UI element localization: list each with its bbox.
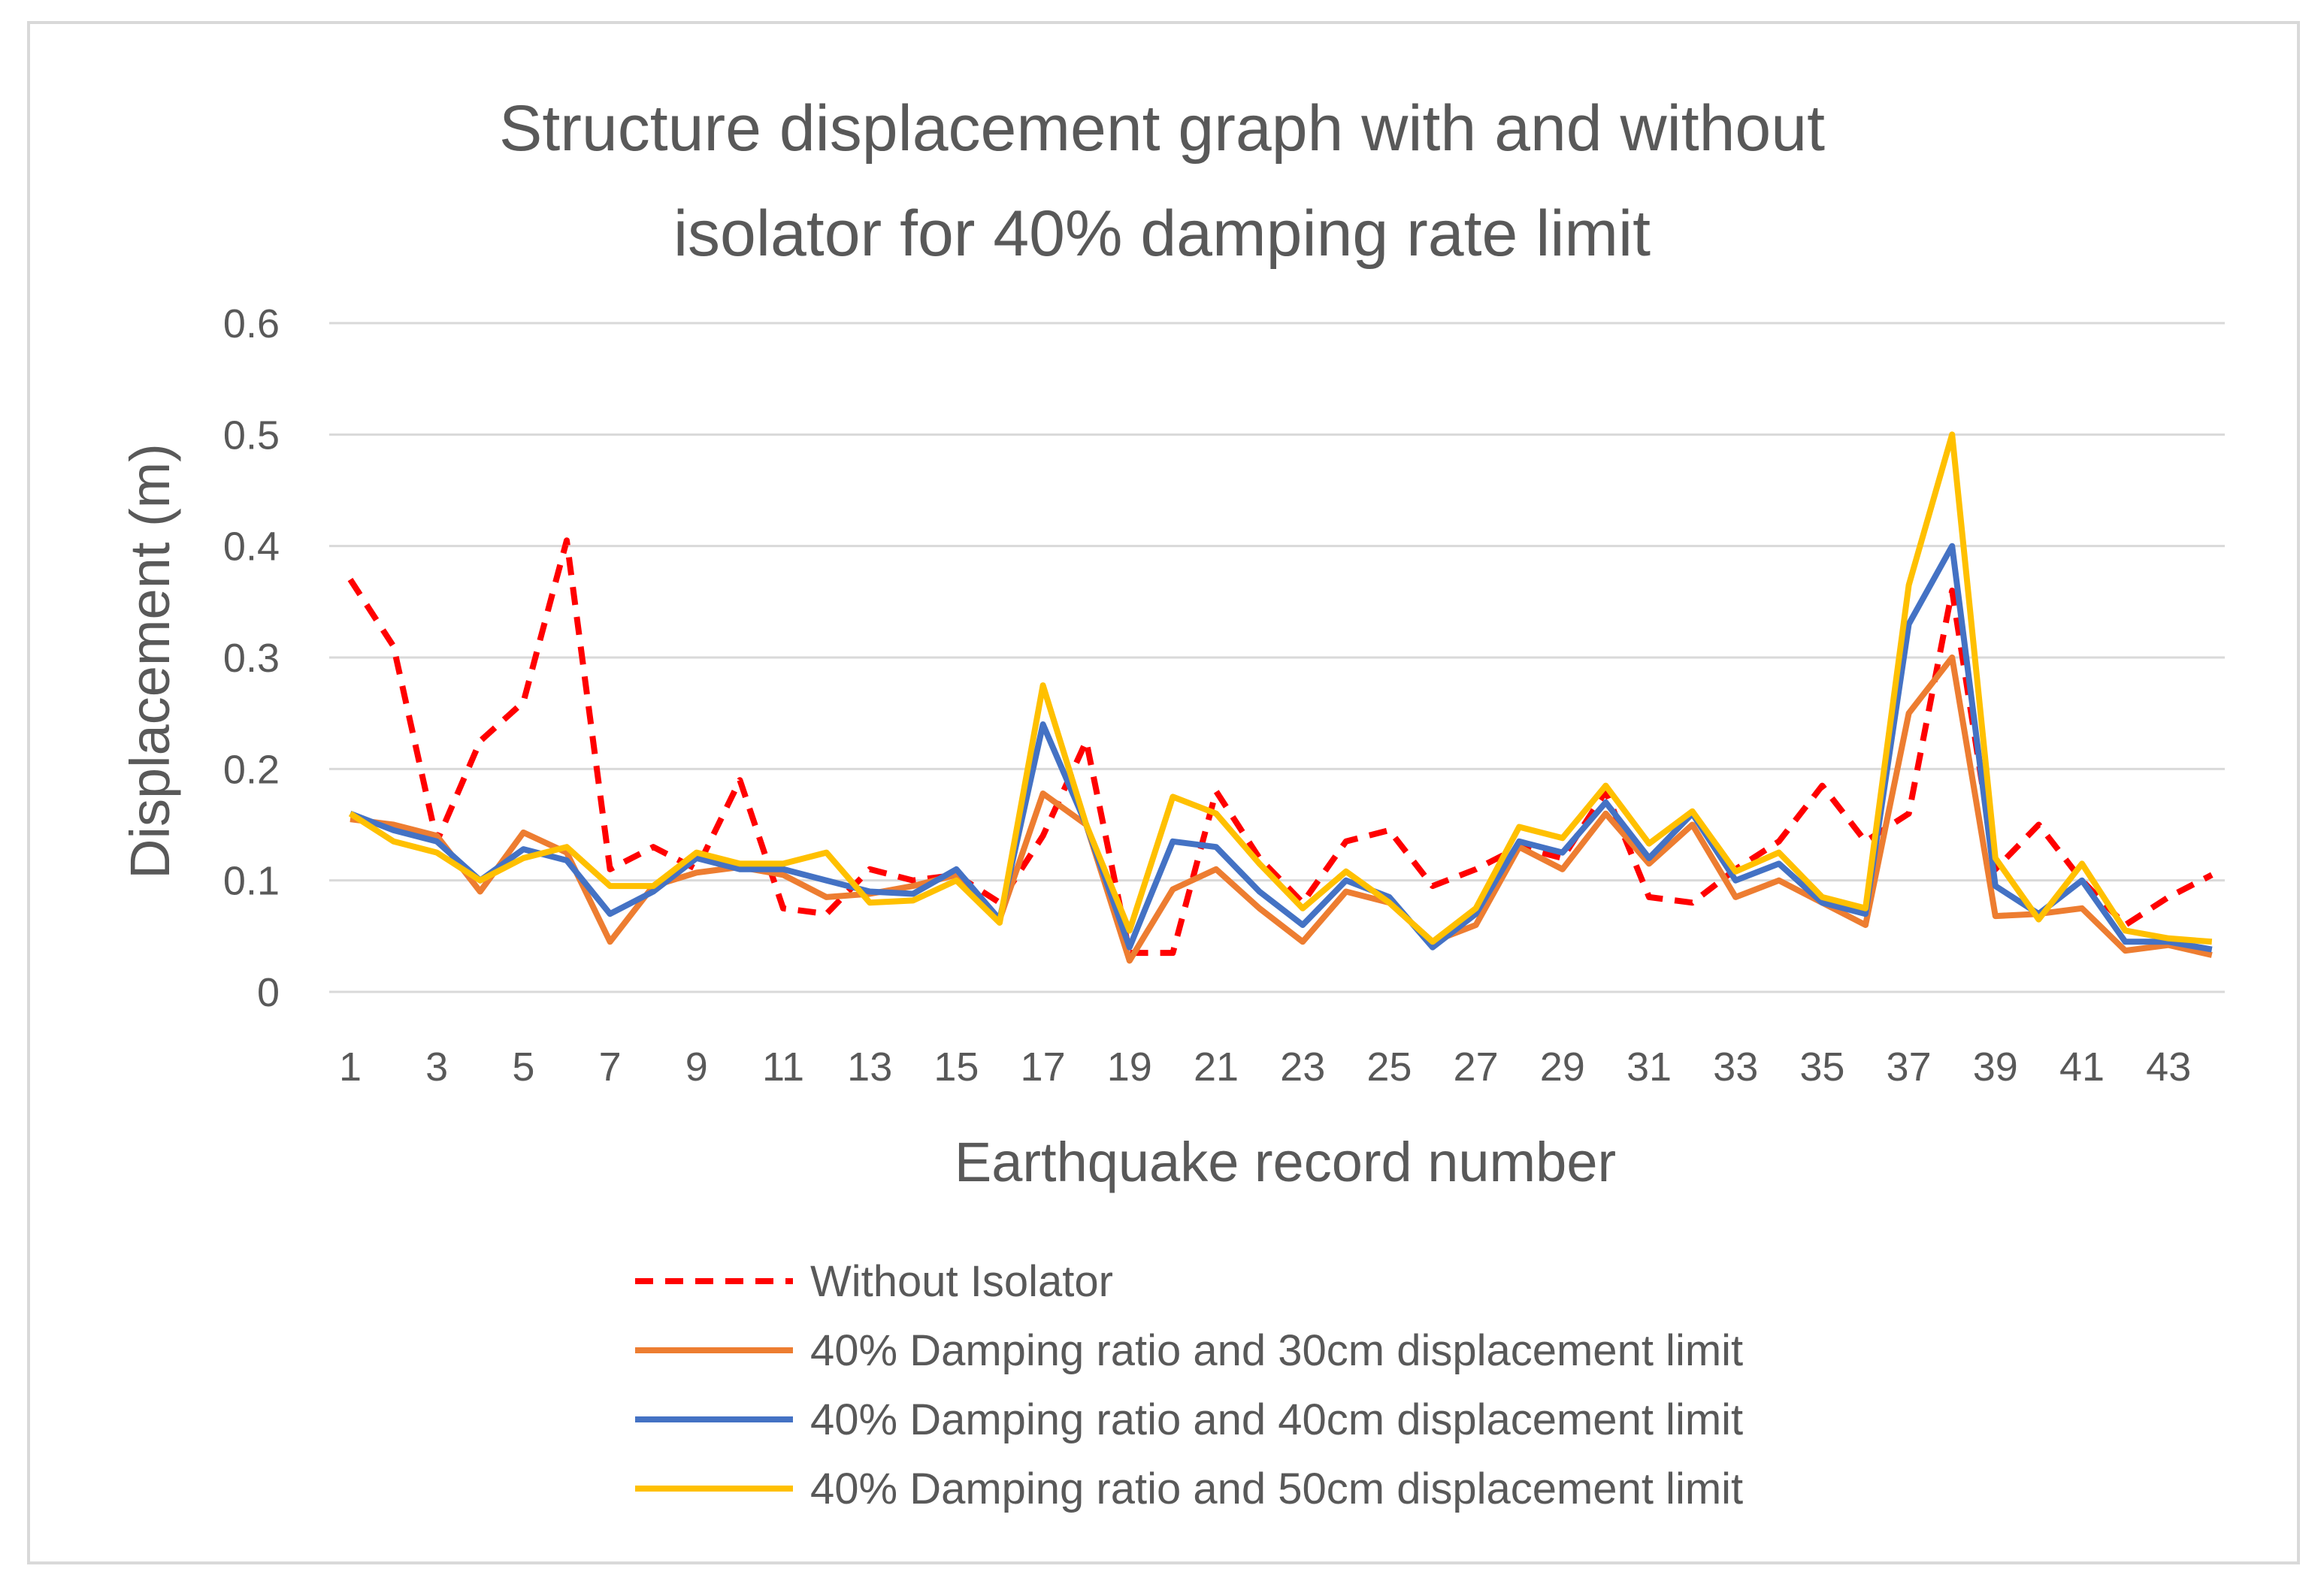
y-tick-label: 0.6 [223, 301, 280, 346]
x-tick-label: 33 [1713, 1044, 1758, 1090]
legend-label-3: 40% Damping ratio and 50cm displacement … [810, 1465, 1743, 1513]
x-tick-label: 23 [1280, 1044, 1325, 1090]
y-tick-label: 0 [257, 970, 280, 1015]
x-tick-label: 13 [847, 1044, 892, 1090]
x-tick-label: 19 [1107, 1044, 1152, 1090]
y-axis-ticks: 0 0.1 0.2 0.3 0.4 0.5 0.6 [223, 301, 280, 1015]
chart-title-line-2: isolator for 40% damping rate limit [673, 198, 1651, 270]
x-axis-label: Earthquake record number [955, 1131, 1616, 1193]
legend-label-1: 40% Damping ratio and 30cm displacement … [810, 1326, 1743, 1375]
x-tick-label: 15 [934, 1044, 979, 1090]
legend-label-0: Without Isolator [810, 1257, 1113, 1306]
chart-title-line-1: Structure displacement graph with and wi… [499, 92, 1825, 165]
x-tick-label: 39 [1973, 1044, 2018, 1090]
series-line-3 [348, 431, 2213, 945]
y-tick-label: 0.3 [223, 636, 280, 681]
x-tick-label: 3 [425, 1044, 448, 1090]
series-line-2 [349, 543, 2213, 953]
x-tick-label: 29 [1540, 1044, 1585, 1090]
x-tick-label: 27 [1454, 1044, 1499, 1090]
x-tick-label: 41 [2059, 1044, 2105, 1090]
gridlines [329, 322, 2225, 993]
y-tick-label: 0.1 [223, 859, 280, 904]
legend: Without Isolator 40% Damping ratio and 30… [635, 1257, 1743, 1513]
x-tick-label: 21 [1194, 1044, 1239, 1090]
series-line-0 [347, 537, 2214, 957]
x-tick-label: 7 [599, 1044, 622, 1090]
x-axis-ticks: 1 3 5 7 9 11 13 15 17 19 21 23 25 27 29 31 33 35 37 39 41 43 [339, 1044, 2191, 1090]
y-tick-label: 0.4 [223, 524, 280, 570]
y-axis-label: Displacement (m) [119, 443, 181, 879]
x-tick-label: 11 [762, 1044, 804, 1090]
x-tick-label: 25 [1366, 1044, 1412, 1090]
x-tick-label: 35 [1799, 1044, 1844, 1090]
y-tick-label: 0.5 [223, 413, 280, 458]
x-tick-label: 1 [339, 1044, 362, 1090]
series-lines [347, 431, 2214, 964]
x-tick-label: 43 [2146, 1044, 2191, 1090]
y-tick-label: 0.2 [223, 747, 280, 792]
x-tick-label: 31 [1626, 1044, 1672, 1090]
x-tick-label: 9 [685, 1044, 708, 1090]
x-tick-label: 5 [512, 1044, 534, 1090]
legend-label-2: 40% Damping ratio and 40cm displacement … [810, 1395, 1743, 1444]
chart-frame [27, 21, 2300, 1564]
x-tick-label: 17 [1021, 1044, 1066, 1090]
x-tick-label: 37 [1887, 1044, 1932, 1090]
